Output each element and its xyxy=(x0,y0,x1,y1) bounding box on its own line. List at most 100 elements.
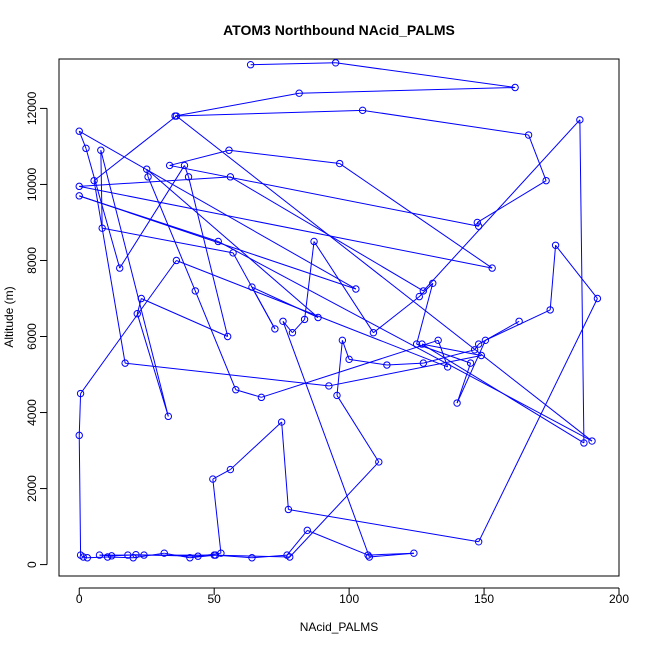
data-point xyxy=(310,237,318,246)
data-point xyxy=(453,399,461,407)
data-point xyxy=(295,89,303,97)
series-segment xyxy=(194,290,237,390)
series-segment xyxy=(478,298,598,543)
series-segment xyxy=(78,393,82,436)
series-segment xyxy=(169,164,479,227)
data-point xyxy=(209,475,217,483)
series-segment xyxy=(250,62,336,66)
data-point xyxy=(477,351,486,360)
data-point xyxy=(338,336,347,345)
series-segment xyxy=(228,149,340,165)
series-segment xyxy=(281,422,289,510)
series-segment xyxy=(251,286,319,318)
x-tick-label: 50 xyxy=(208,592,222,606)
series-segment xyxy=(485,309,551,341)
data-point xyxy=(214,237,222,246)
series-segment xyxy=(100,150,103,229)
series-segment xyxy=(125,362,329,387)
series-segment xyxy=(421,343,482,357)
data-point xyxy=(180,161,189,170)
y-tick-label: 6000 xyxy=(25,323,39,350)
data-point xyxy=(524,131,533,139)
data-point xyxy=(160,549,168,557)
series-segment xyxy=(288,508,479,543)
data-point xyxy=(83,554,92,562)
data-point xyxy=(279,317,287,325)
series-segment xyxy=(555,244,598,299)
data-point xyxy=(229,249,237,257)
series-segment xyxy=(423,349,475,364)
data-point xyxy=(443,363,452,371)
chart-title: ATOM3 Northbound NAcid_PALMS xyxy=(223,22,455,38)
series-segment xyxy=(217,241,593,442)
data-point xyxy=(419,359,428,367)
series-segment xyxy=(261,339,439,398)
series-segment xyxy=(456,340,486,404)
data-point xyxy=(248,554,256,562)
y-tick-label: 10000 xyxy=(25,167,39,201)
data-point xyxy=(429,279,437,287)
data-point xyxy=(246,60,255,69)
data-point xyxy=(383,361,391,369)
series-segment xyxy=(146,169,149,177)
series-segment xyxy=(307,529,369,556)
series-segment xyxy=(78,435,82,556)
data-point xyxy=(75,182,83,191)
y-axis: 0 2000 4000 6000 8000 10000 12000 xyxy=(25,91,48,568)
data-point xyxy=(116,264,124,272)
series-segment xyxy=(416,343,471,364)
data-point xyxy=(186,554,194,562)
data-point xyxy=(331,59,340,67)
data-point xyxy=(165,161,174,170)
series-segment xyxy=(212,479,222,554)
series-segment xyxy=(78,130,357,290)
data-point xyxy=(314,313,322,322)
data-point xyxy=(419,287,428,295)
x-axis: 0 50 100 150 200 xyxy=(76,587,629,606)
series-segment xyxy=(282,320,293,334)
series-segment xyxy=(336,340,343,396)
series-segment xyxy=(93,180,126,364)
data-point xyxy=(300,315,309,324)
series-segment xyxy=(107,556,134,559)
series-segment xyxy=(136,298,142,314)
data-point xyxy=(325,382,333,390)
series-segment xyxy=(335,62,516,89)
series-segment xyxy=(528,134,547,181)
series-segment xyxy=(251,286,276,330)
data-point xyxy=(132,551,140,559)
data-point xyxy=(98,224,106,232)
data-point xyxy=(488,264,496,272)
series-segment xyxy=(282,321,370,558)
data-point xyxy=(288,329,297,337)
x-tick-label: 0 xyxy=(76,592,83,606)
series-segment xyxy=(289,461,380,558)
series-segment xyxy=(422,119,581,292)
series-segment xyxy=(328,355,482,387)
data-point xyxy=(124,551,132,559)
data-point xyxy=(103,553,112,561)
data-point xyxy=(546,306,554,314)
series-segment xyxy=(102,227,234,254)
series-segment xyxy=(146,168,319,318)
data-point xyxy=(232,386,240,394)
data-point xyxy=(95,551,104,559)
data-point xyxy=(82,144,90,153)
data-point xyxy=(223,332,232,341)
data-point xyxy=(333,391,341,400)
data-point xyxy=(191,287,199,295)
data-point xyxy=(133,310,141,318)
series-segment xyxy=(136,313,169,417)
y-tick-label: 4000 xyxy=(25,399,39,426)
data-point xyxy=(345,355,353,364)
data-point xyxy=(121,359,129,367)
data-point xyxy=(271,325,279,333)
plot-area-border xyxy=(58,58,620,577)
data-point xyxy=(580,439,588,447)
data-point xyxy=(90,176,98,185)
data-point xyxy=(593,294,602,303)
series-segment xyxy=(147,176,196,292)
y-tick-label: 2000 xyxy=(25,475,39,502)
data-point xyxy=(410,549,418,557)
data-point xyxy=(225,146,233,154)
